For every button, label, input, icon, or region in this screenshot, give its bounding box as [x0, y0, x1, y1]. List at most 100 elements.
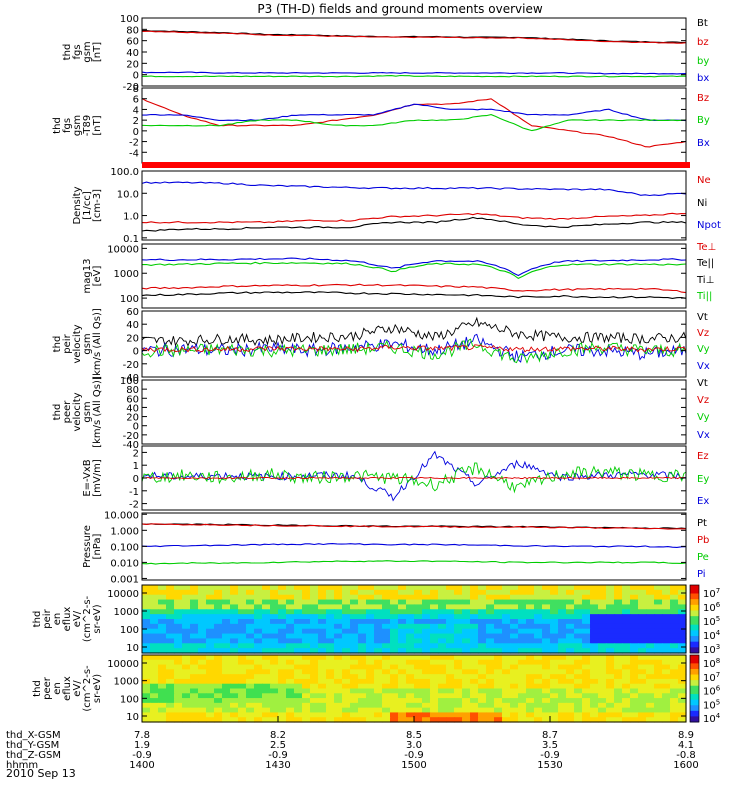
spectrogram-cell — [374, 683, 383, 690]
spectrogram-cell — [638, 659, 647, 666]
spectrogram-cell — [574, 664, 583, 670]
spectrogram-cell — [638, 669, 647, 675]
spectrogram-cell — [206, 643, 215, 649]
y-tick-label: 8 — [133, 84, 139, 95]
spectrogram-cell — [150, 638, 159, 644]
spectrogram-cell — [182, 604, 191, 610]
spectrogram-cell — [278, 683, 287, 690]
spectrogram-cell — [334, 609, 343, 615]
spectrogram-cell — [678, 707, 687, 714]
spectrogram-cell — [302, 643, 311, 649]
spectrogram-cell — [606, 655, 615, 661]
colorbar-swatch — [690, 702, 699, 706]
spectrogram-cell — [646, 614, 655, 620]
spectrogram-cell — [350, 643, 359, 649]
spectrogram-cell — [510, 589, 519, 596]
spectrogram-cell — [382, 609, 391, 615]
spectrogram-cell — [406, 674, 415, 680]
spectrogram-cell — [238, 717, 247, 723]
spectrogram-cell — [678, 643, 687, 649]
spectrogram-cell — [614, 717, 623, 723]
y-axis-label-line: [km/s (All Qs)] — [92, 308, 103, 380]
spectrogram-cell — [502, 678, 511, 685]
spectrogram-cell — [158, 669, 167, 675]
panel-frame — [141, 170, 687, 241]
spectrogram-cell — [454, 712, 463, 718]
spectrogram-cell — [662, 628, 671, 635]
y-axis-label-line: (cm^2-s- — [82, 665, 93, 712]
spectrogram-cell — [486, 628, 495, 635]
spectrogram-cell — [246, 638, 255, 644]
spectrogram-cell — [198, 688, 207, 694]
spectrogram-cell — [470, 669, 479, 675]
spectrogram-cell — [142, 638, 151, 644]
spectrogram-cell — [606, 707, 615, 714]
spectrogram-cell — [582, 707, 591, 714]
spectrogram-cell — [526, 594, 535, 601]
spectrogram-cell — [494, 698, 503, 704]
spectrogram-cell — [558, 638, 567, 644]
spectrogram-cell — [190, 659, 199, 666]
y-axis-label-8: Pressure [nPa] — [82, 525, 103, 568]
spectrogram-cell — [550, 655, 559, 661]
spectrogram-cell — [382, 707, 391, 714]
spectrogram-cell — [462, 638, 471, 644]
spectrogram-cell — [198, 693, 207, 699]
spectrogram-cell — [470, 638, 479, 644]
spectrogram-cell — [326, 655, 335, 661]
spectrogram-cell — [670, 614, 679, 620]
spectrogram-cell — [462, 609, 471, 615]
spectrogram-cell — [606, 659, 615, 666]
spectrogram-cell — [310, 683, 319, 690]
spectrogram-cell — [566, 585, 575, 591]
spectrogram-cell — [150, 628, 159, 635]
spectrogram-cell — [550, 717, 559, 723]
spectrogram-cell — [350, 717, 359, 723]
spectrogram-cell — [334, 585, 343, 591]
spectrogram-cell — [510, 648, 519, 654]
spectrogram-cell — [398, 707, 407, 714]
spectrogram-cell — [470, 609, 479, 615]
spectrogram-cell — [142, 648, 151, 654]
spectrogram-cell — [238, 633, 247, 640]
spectrogram-cell — [454, 589, 463, 596]
spectrogram-cell — [558, 604, 567, 610]
spectrogram-cell — [326, 585, 335, 591]
spectrogram-cell — [630, 585, 639, 591]
spectrogram-cell — [398, 712, 407, 718]
spectrogram-cell — [446, 717, 455, 723]
spectrogram-cell — [446, 604, 455, 610]
spectrogram-cell — [262, 659, 271, 666]
spectrogram-cell — [526, 693, 535, 699]
y-axis-label-line: thd — [52, 336, 63, 353]
spectrogram-cell — [246, 628, 255, 635]
y-axis-label-line: eV/ — [72, 610, 83, 627]
spectrogram-cell — [542, 589, 551, 596]
spectrogram-cell — [382, 693, 391, 699]
spectrogram-cell — [318, 717, 327, 723]
spectrogram-cell — [270, 643, 279, 649]
spectrogram-cell — [534, 643, 543, 649]
spectrogram-cell — [590, 664, 599, 670]
spectrogram-cell — [166, 702, 175, 709]
spectrogram-cell — [150, 712, 159, 718]
spectrogram-cell — [622, 698, 631, 704]
y-tick-label: 2 — [133, 116, 139, 127]
spectrogram-cell — [294, 619, 303, 625]
spectrogram-cell — [446, 643, 455, 649]
spectrogram-cell — [342, 717, 351, 723]
spectrogram-cell — [446, 698, 455, 704]
spectrogram-cell — [214, 609, 223, 615]
spectrogram-cell — [142, 628, 151, 635]
spectrogram-cell — [374, 609, 383, 615]
spectrogram-cell — [462, 628, 471, 635]
spectrogram-cell — [638, 628, 647, 635]
spectrogram-cell — [510, 594, 519, 601]
spectrogram-cell — [230, 707, 239, 714]
legend-entry: Ti|| — [696, 291, 712, 302]
spectrogram-cell — [230, 604, 239, 610]
spectrogram-cell — [142, 623, 151, 630]
spectrogram-cell — [606, 619, 615, 625]
